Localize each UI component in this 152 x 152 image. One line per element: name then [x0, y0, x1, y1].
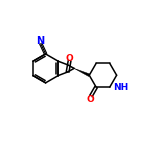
Text: NH: NH: [113, 83, 128, 92]
Text: O: O: [66, 54, 73, 62]
Text: N: N: [36, 36, 44, 46]
Polygon shape: [74, 68, 90, 76]
Text: O: O: [86, 95, 94, 104]
